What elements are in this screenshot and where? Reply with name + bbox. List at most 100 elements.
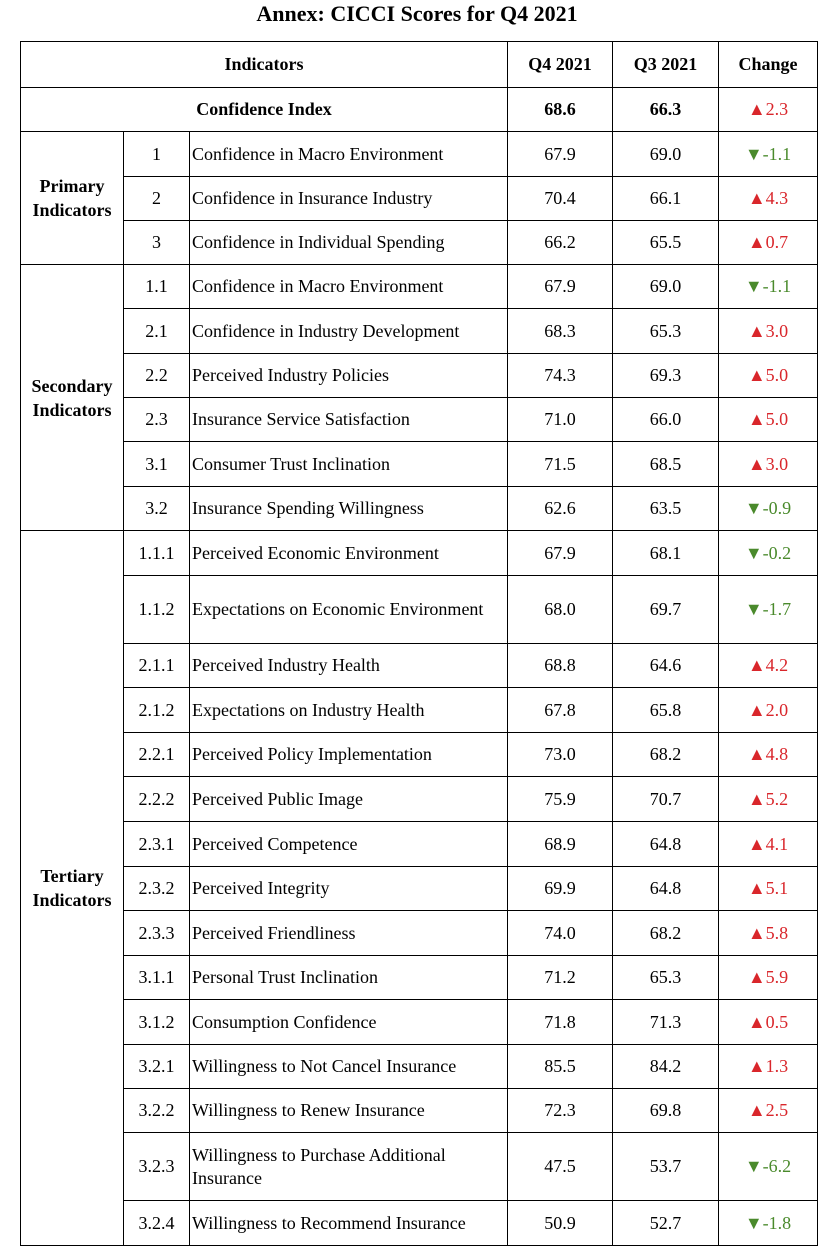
indicator-code: 1.1.2 bbox=[123, 575, 190, 644]
page-title: Annex: CICCI Scores for Q4 2021 bbox=[256, 1, 578, 26]
table-row: 3.2.3 Willingness to Purchase Additional … bbox=[21, 1132, 818, 1201]
indicator-code: 2.2.1 bbox=[123, 732, 190, 777]
change-cell: ▲4.2 bbox=[718, 643, 818, 688]
table-row: 3.1.1 Personal Trust Inclination 71.2 65.3 ▲… bbox=[21, 955, 818, 1000]
up-arrow-icon: ▲ bbox=[747, 967, 766, 987]
indicator-code: 2.3.1 bbox=[123, 821, 190, 867]
header-q3: Q3 2021 bbox=[612, 41, 719, 88]
change-value: 5.2 bbox=[765, 788, 789, 809]
table-row: 2.3 Insurance Service Satisfaction 71.0 66.… bbox=[21, 397, 818, 442]
indicator-code: 2.3.2 bbox=[123, 866, 190, 911]
change-cell: ▲5.0 bbox=[718, 397, 818, 442]
q4-value: 69.9 bbox=[507, 866, 613, 911]
indicator-name: Perceived Friendliness bbox=[189, 910, 508, 956]
q3-value: 63.5 bbox=[612, 486, 719, 531]
q3-value: 68.1 bbox=[612, 530, 719, 576]
table-row: Tertiary Indicators 1.1.1 Perceived Econom… bbox=[20, 530, 818, 1246]
change-value: 0.7 bbox=[765, 232, 789, 252]
q3-value: 71.3 bbox=[612, 999, 719, 1045]
header-q4: Q4 2021 bbox=[507, 41, 613, 88]
up-arrow-icon: ▲ bbox=[747, 1011, 766, 1032]
q4-value: 68.3 bbox=[507, 308, 613, 354]
q4-value: 68.0 bbox=[507, 575, 613, 644]
change-value: -1.1 bbox=[762, 143, 792, 164]
indicator-code: 3.2.3 bbox=[123, 1132, 190, 1201]
down-arrow-icon: ▼ bbox=[744, 276, 763, 296]
up-arrow-icon: ▲ bbox=[747, 699, 766, 720]
group-label-tertiary: Tertiary Indicators bbox=[20, 530, 124, 1246]
change-value: 0.5 bbox=[765, 1011, 789, 1032]
up-arrow-icon: ▲ bbox=[747, 365, 766, 385]
change-value: 5.1 bbox=[765, 878, 789, 898]
up-arrow-icon: ▲ bbox=[747, 453, 766, 474]
q3-value: 68.2 bbox=[612, 732, 719, 777]
q3-value: 69.3 bbox=[612, 353, 719, 398]
up-arrow-icon: ▲ bbox=[747, 409, 766, 429]
up-arrow-icon: ▲ bbox=[747, 320, 766, 341]
down-arrow-icon: ▼ bbox=[744, 542, 763, 563]
up-arrow-icon: ▲ bbox=[747, 744, 766, 764]
header-change: Change bbox=[718, 41, 818, 88]
indicator-code: 3.1.1 bbox=[123, 955, 190, 1000]
up-arrow-icon: ▲ bbox=[747, 655, 766, 675]
table-row: 3.2.4 Willingness to Recommend Insurance 5… bbox=[21, 1200, 818, 1246]
change-value: -0.2 bbox=[762, 542, 792, 563]
indicator-code: 1.1.1 bbox=[123, 530, 190, 576]
header-indicators: Indicators bbox=[20, 41, 508, 88]
change-value: 4.8 bbox=[765, 744, 789, 764]
q3-value: 65.3 bbox=[612, 955, 719, 1000]
table-row: 3.2 Insurance Spending Willingness 62.6 63.… bbox=[21, 486, 818, 531]
table-row: 3 Confidence in Individual Spending 66.2 65… bbox=[21, 220, 818, 265]
q3-value: 64.8 bbox=[612, 821, 719, 867]
indicator-name: Consumption Confidence bbox=[189, 999, 508, 1045]
change-value: 2.3 bbox=[765, 99, 789, 119]
change-cell: ▲2.0 bbox=[718, 687, 818, 733]
change-value: 2.0 bbox=[765, 699, 789, 720]
up-arrow-icon: ▲ bbox=[747, 1056, 766, 1076]
confidence-index-q4: 68.6 bbox=[507, 87, 613, 132]
table-row: 3.2.1 Willingness to Not Cancel Insurance… bbox=[21, 1044, 818, 1089]
indicator-code: 3.1 bbox=[123, 441, 190, 487]
q4-value: 67.9 bbox=[507, 530, 613, 576]
confidence-index-row: Confidence Index 68.6 66.3 ▲2.3 bbox=[20, 87, 818, 132]
q4-value: 50.9 bbox=[507, 1200, 613, 1246]
table-row: 2.1.1 Perceived Industry Health 68.8 64.6 ▲4… bbox=[21, 643, 818, 688]
q4-value: 71.5 bbox=[507, 441, 613, 487]
q4-value: 85.5 bbox=[507, 1044, 613, 1089]
q4-value: 75.9 bbox=[507, 776, 613, 822]
q4-value: 73.0 bbox=[507, 732, 613, 777]
scores-table: Indicators Q4 2021 Q3 2021 Change Confid… bbox=[20, 41, 818, 1246]
q4-value: 62.6 bbox=[507, 486, 613, 531]
up-arrow-icon: ▲ bbox=[747, 232, 766, 252]
indicator-name: Expectations on Industry Health bbox=[189, 687, 508, 733]
change-cell: ▼-0.9 bbox=[718, 486, 818, 531]
q4-value: 68.9 bbox=[507, 821, 613, 867]
indicator-code: 3.2.2 bbox=[123, 1088, 190, 1133]
change-value: 5.8 bbox=[765, 922, 789, 943]
indicator-name: Insurance Service Satisfaction bbox=[189, 397, 508, 442]
down-arrow-icon: ▼ bbox=[744, 143, 763, 164]
indicator-name: Perceived Industry Health bbox=[189, 643, 508, 688]
indicator-name: Confidence in Macro Environment bbox=[189, 131, 508, 177]
change-cell: ▲4.8 bbox=[718, 732, 818, 777]
change-cell: ▲5.0 bbox=[718, 353, 818, 398]
indicator-name: Perceived Industry Policies bbox=[189, 353, 508, 398]
confidence-index-label: Confidence Index bbox=[20, 87, 508, 132]
table-row: Secondary Indicators 1.1 Confidence in Mac… bbox=[20, 264, 818, 531]
change-value: -1.1 bbox=[762, 276, 792, 296]
change-cell: ▲5.9 bbox=[718, 955, 818, 1000]
q4-value: 74.3 bbox=[507, 353, 613, 398]
change-cell: ▲1.3 bbox=[718, 1044, 818, 1089]
q3-value: 53.7 bbox=[612, 1132, 719, 1201]
indicator-name: Insurance Spending Willingness bbox=[189, 486, 508, 531]
q3-value: 84.2 bbox=[612, 1044, 719, 1089]
table-row: 2.3.1 Perceived Competence 68.9 64.8 ▲4.1 bbox=[21, 821, 818, 867]
up-arrow-icon: ▲ bbox=[747, 833, 766, 854]
table-row: 3.1 Consumer Trust Inclination 71.5 68.5 ▲3.… bbox=[21, 441, 818, 487]
indicator-code: 1.1 bbox=[123, 264, 190, 309]
table-row: 2.3.3 Perceived Friendliness 74.0 68.2 ▲5.8 bbox=[21, 910, 818, 956]
change-cell: ▲0.5 bbox=[718, 999, 818, 1045]
q4-value: 74.0 bbox=[507, 910, 613, 956]
table-row: 2.1 Confidence in Industry Development 68.… bbox=[21, 308, 818, 354]
q3-value: 66.1 bbox=[612, 176, 719, 221]
